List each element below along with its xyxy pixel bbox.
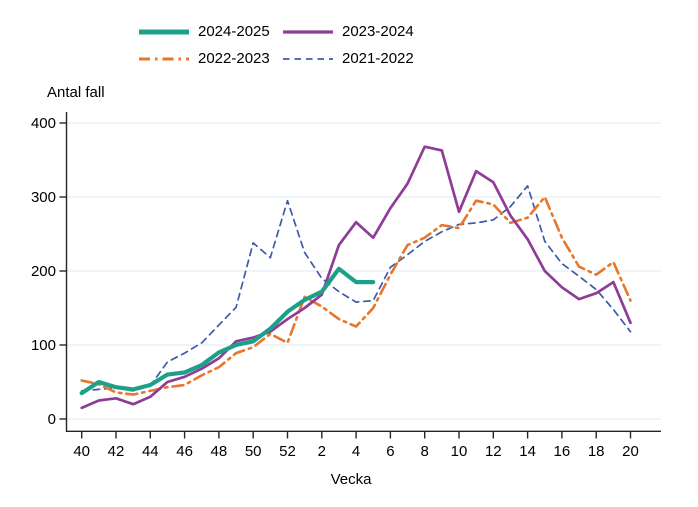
series-line-2021-2022 [80, 185, 632, 392]
legend-swatch-2023-2024 [283, 29, 333, 34]
x-tick-label: 12 [485, 443, 502, 460]
x-tick-label: 4 [352, 443, 360, 460]
legend-swatch-2021-2022 [283, 57, 333, 60]
x-tick-label: 18 [588, 443, 605, 460]
legend-label-2021-2022: 2021-2022 [342, 50, 414, 67]
y-tick-label: 200 [31, 263, 56, 280]
y-axis-title: Antal fall [47, 84, 105, 101]
x-tick-label: 2 [318, 443, 326, 460]
legend-label-2024-2025: 2024-2025 [198, 23, 270, 40]
x-tick-label: 16 [554, 443, 571, 460]
x-tick-label: 46 [176, 443, 193, 460]
y-tick-label: 300 [31, 189, 56, 206]
legend-item-2021-2022: 2021-2022 [282, 46, 414, 71]
legend-item-2022-2023: 2022-2023 [138, 46, 282, 71]
legend-label-2023-2024: 2023-2024 [342, 23, 414, 40]
x-tick-label: 48 [211, 443, 228, 460]
legend-item-2024-2025: 2024-2025 [138, 19, 282, 44]
x-tick-label: 50 [245, 443, 262, 460]
series-line-2024-2025 [79, 266, 376, 396]
x-tick-label: 10 [451, 443, 468, 460]
legend-item-2023-2024: 2023-2024 [282, 19, 414, 44]
x-tick-label: 42 [108, 443, 125, 460]
legend-label-2022-2023: 2022-2023 [198, 50, 270, 67]
legend-swatch-2024-2025 [139, 29, 189, 34]
series-line-2022-2023 [80, 195, 632, 396]
x-tick-label: 8 [421, 443, 429, 460]
x-tick-label: 6 [386, 443, 394, 460]
x-tick-label: 40 [73, 443, 90, 460]
chart-legend: 2024-2025 2023-2024 2022-2023 2021-2022 [138, 19, 414, 71]
x-tick-label: 52 [279, 443, 296, 460]
x-tick-label: 14 [519, 443, 536, 460]
y-tick-label: 100 [31, 337, 56, 354]
series-line-2023-2024 [80, 145, 632, 410]
y-tick-label: 400 [31, 115, 56, 132]
legend-swatch-2022-2023 [139, 57, 189, 60]
x-tick-label: 44 [142, 443, 159, 460]
x-axis-title: Vecka [330, 471, 372, 488]
y-tick-label: 0 [48, 411, 56, 428]
x-tick-label: 20 [622, 443, 639, 460]
